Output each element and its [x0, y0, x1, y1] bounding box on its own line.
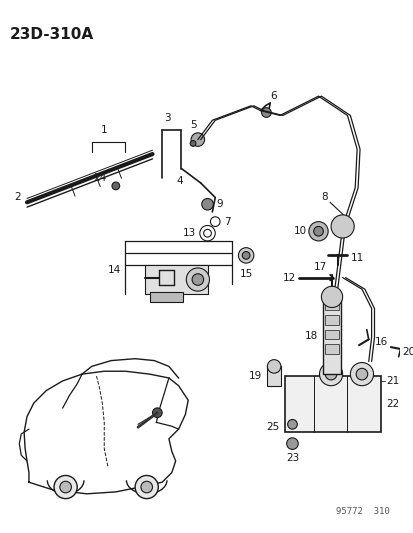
- Circle shape: [287, 419, 297, 429]
- Text: 23D-310A: 23D-310A: [9, 27, 94, 42]
- Bar: [267, 366, 280, 386]
- Bar: [149, 292, 183, 302]
- Text: 1: 1: [101, 125, 107, 135]
- Text: 3: 3: [164, 113, 170, 123]
- Circle shape: [190, 141, 195, 147]
- Circle shape: [308, 222, 328, 241]
- Circle shape: [325, 368, 336, 380]
- Text: 18: 18: [304, 332, 318, 342]
- Circle shape: [355, 368, 367, 380]
- Bar: [323, 299, 340, 374]
- Text: 24: 24: [93, 173, 106, 183]
- Circle shape: [201, 198, 213, 210]
- Text: 19: 19: [249, 371, 262, 381]
- Circle shape: [60, 481, 71, 493]
- Text: 22: 22: [385, 399, 399, 409]
- Bar: [325, 330, 338, 340]
- Text: 12: 12: [282, 272, 296, 282]
- Circle shape: [349, 362, 373, 386]
- Circle shape: [319, 362, 342, 386]
- Circle shape: [54, 475, 77, 499]
- Circle shape: [152, 408, 162, 417]
- Circle shape: [238, 248, 253, 263]
- Circle shape: [191, 133, 204, 147]
- Text: 14: 14: [107, 265, 120, 275]
- Text: 21: 21: [385, 376, 399, 386]
- Text: 11: 11: [349, 253, 363, 263]
- Text: 9: 9: [216, 199, 222, 209]
- Bar: [284, 376, 380, 432]
- Text: 10: 10: [293, 227, 306, 236]
- Text: 2: 2: [14, 192, 21, 203]
- Circle shape: [186, 268, 209, 291]
- Circle shape: [261, 108, 271, 117]
- Circle shape: [140, 481, 152, 493]
- Bar: [145, 265, 207, 294]
- Text: 6: 6: [270, 91, 276, 101]
- Text: 7: 7: [223, 216, 230, 227]
- Text: 25: 25: [266, 422, 279, 432]
- Bar: [325, 301, 338, 310]
- Circle shape: [330, 215, 354, 238]
- Bar: [325, 315, 338, 325]
- Text: 20: 20: [401, 347, 413, 357]
- Text: 17: 17: [313, 262, 326, 272]
- Circle shape: [135, 475, 158, 499]
- Text: 5: 5: [189, 120, 196, 130]
- Circle shape: [286, 438, 297, 449]
- Circle shape: [112, 182, 119, 190]
- Text: 95772  310: 95772 310: [335, 507, 389, 516]
- Text: 23: 23: [285, 453, 298, 463]
- Bar: [325, 344, 338, 354]
- Circle shape: [192, 274, 203, 285]
- Circle shape: [313, 227, 323, 236]
- Text: 15: 15: [239, 269, 252, 279]
- Text: 13: 13: [182, 228, 195, 238]
- Circle shape: [242, 252, 249, 259]
- Circle shape: [267, 360, 280, 373]
- Text: 8: 8: [321, 192, 328, 203]
- Text: 4: 4: [176, 176, 183, 186]
- Text: 16: 16: [374, 337, 387, 348]
- Circle shape: [320, 286, 342, 308]
